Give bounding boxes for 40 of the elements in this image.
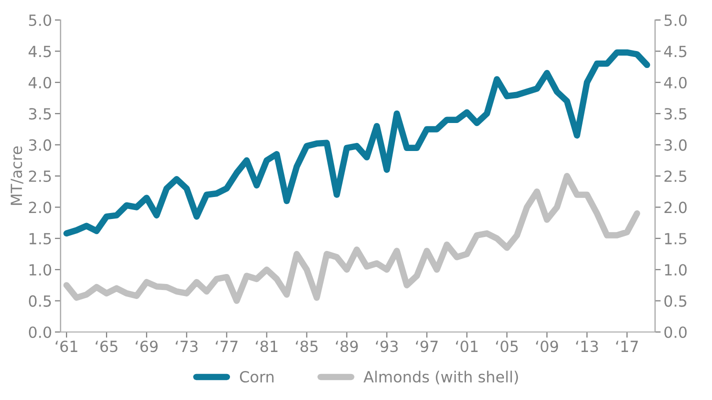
y-tick-label: 2.0: [29, 202, 52, 214]
y2-tick-label: 0.5: [664, 295, 686, 307]
y-axis-title: MT/acre: [10, 146, 24, 205]
x-tick-label: ‘77: [216, 340, 238, 352]
x-tick-label: ‘05: [496, 340, 518, 352]
x-tick-label: ‘97: [416, 340, 438, 352]
y2-tick-label: 1.5: [665, 233, 686, 244]
y-tick-label: 4.0: [28, 76, 52, 88]
y2-tick-label: 4.5: [664, 46, 686, 58]
x-tick-label: ‘93: [376, 340, 398, 352]
y2-tick-label: 0.0: [664, 326, 687, 338]
y2-tick-label: 2.0: [664, 202, 687, 214]
y-tick-label: 1.5: [30, 233, 51, 244]
legend-label: Corn: [240, 370, 274, 383]
x-tick-label: ‘89: [336, 340, 358, 352]
y-tick-label: 1.0: [30, 264, 52, 276]
y-tick-label: 5.0: [29, 14, 52, 26]
y-tick-label: 0.5: [28, 295, 51, 307]
x-tick-label: ‘01: [456, 340, 478, 352]
y-tick-label: 0.0: [28, 326, 52, 338]
y-tick-label: 3.0: [29, 139, 52, 151]
y2-tick-label: 5.0: [664, 14, 687, 26]
x-tick-label: ‘13: [576, 340, 598, 352]
x-tick-label: ‘85: [296, 340, 318, 352]
x-tick-label: ‘73: [176, 340, 198, 352]
x-tick-label: ‘09: [536, 340, 558, 352]
legend-label: Almonds (with shell): [364, 370, 518, 384]
x-tick-label: ‘17: [616, 340, 638, 352]
y2-tick-label: 2.5: [664, 170, 686, 182]
y-tick-label: 4.5: [28, 46, 51, 58]
y2-tick-label: 1.0: [665, 264, 687, 276]
x-tick-label: ‘81: [256, 340, 278, 352]
y2-tick-label: 4.0: [664, 76, 687, 88]
y-tick-label: 3.5: [29, 108, 51, 120]
y2-tick-label: 3.0: [664, 139, 687, 151]
y2-tick-label: 3.5: [664, 108, 686, 120]
x-tick-label: ‘69: [136, 340, 158, 352]
y-tick-label: 2.5: [29, 170, 51, 182]
x-tick-label: ‘61: [56, 340, 78, 352]
x-tick-label: ‘65: [96, 340, 118, 352]
